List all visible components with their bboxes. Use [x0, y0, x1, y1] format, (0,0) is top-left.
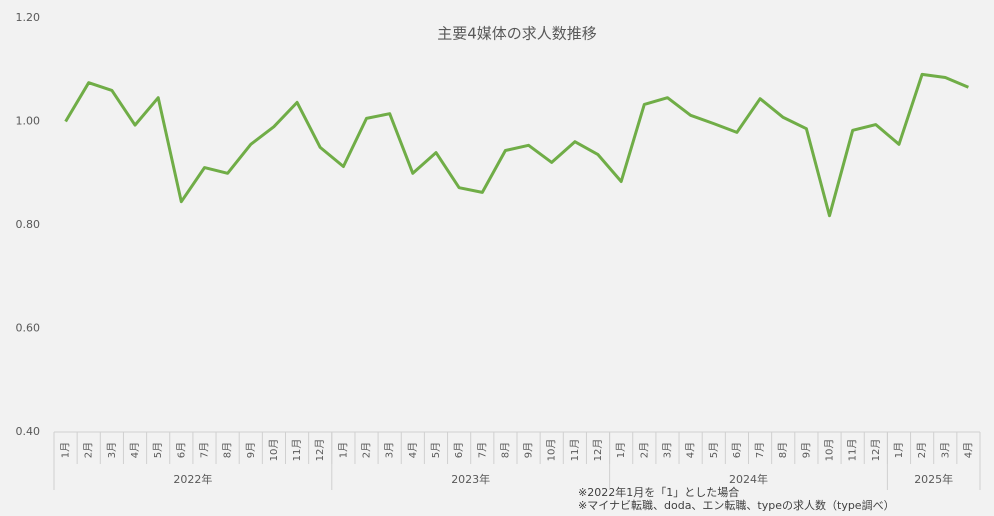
x-tick-label: 8月 [499, 442, 511, 458]
x-tick-label: 4月 [962, 442, 974, 458]
x-tick-label: 6月 [453, 442, 465, 458]
x-tick-label: 10月 [546, 439, 558, 462]
line [64, 72, 969, 218]
x-tick-label: 1月 [60, 442, 72, 458]
group-label: 2024年 [729, 472, 768, 486]
y-tick-label: 0.40 [16, 425, 41, 438]
x-tick-label: 9月 [523, 442, 535, 458]
y-tick-label: 1.00 [16, 115, 41, 128]
x-tick-label: 4月 [407, 442, 419, 458]
x-tick-label: 8月 [777, 442, 789, 458]
x-tick-label: 5月 [708, 442, 720, 458]
x-tick-label: 9月 [245, 442, 257, 458]
x-tick-label: 5月 [152, 442, 164, 458]
x-tick-label: 3月 [106, 442, 118, 458]
note: ※マイナビ転職、doda、エン転職、typeの求人数（type調べ） [578, 498, 895, 512]
x-tick-label: 2月 [361, 442, 373, 458]
group-label: 2022年 [173, 472, 212, 486]
x-tick-label: 1月 [893, 442, 905, 458]
y-tick-label: 1.20 [16, 11, 41, 24]
x-tick-label: 4月 [129, 442, 141, 458]
x-tick-label: 1月 [615, 442, 627, 458]
x-tick-label: 9月 [800, 442, 812, 458]
x-tick-label: 12月 [592, 439, 604, 462]
y-tick-label: 0.60 [16, 322, 41, 335]
x-tick-label: 5月 [430, 442, 442, 458]
x-tick-label: 1月 [337, 442, 349, 458]
x-tick-label: 3月 [384, 442, 396, 458]
x-tick-label: 3月 [661, 442, 673, 458]
chart-title: 主要4媒体の求人数推移 [437, 25, 597, 43]
x-tick-label: 10月 [268, 439, 280, 462]
x-tick-label: 7月 [754, 442, 766, 458]
group-label: 2023年 [451, 472, 490, 486]
note: ※2022年1月を「1」とした場合 [578, 485, 739, 499]
x-tick-label: 3月 [939, 442, 951, 458]
x-tick-label: 12月 [870, 439, 882, 462]
x-tick-label: 2月 [638, 442, 650, 458]
x-tick-label: 12月 [314, 439, 326, 462]
x-tick-label: 7月 [198, 442, 210, 458]
group-label: 2025年 [914, 472, 953, 486]
x-tick-label: 8月 [222, 442, 234, 458]
x-tick-label: 11月 [847, 439, 859, 462]
x-tick-label: 2月 [83, 442, 95, 458]
x-tick-label: 4月 [685, 442, 697, 458]
x-tick-label: 6月 [731, 442, 743, 458]
x-tick-label: 7月 [476, 442, 488, 458]
x-tick-label: 11月 [291, 439, 303, 462]
x-tick-label: 10月 [824, 439, 836, 462]
x-tick-label: 6月 [175, 442, 187, 458]
y-tick-label: 0.80 [16, 218, 41, 231]
x-tick-label: 2月 [916, 442, 928, 458]
x-tick-label: 11月 [569, 439, 581, 462]
